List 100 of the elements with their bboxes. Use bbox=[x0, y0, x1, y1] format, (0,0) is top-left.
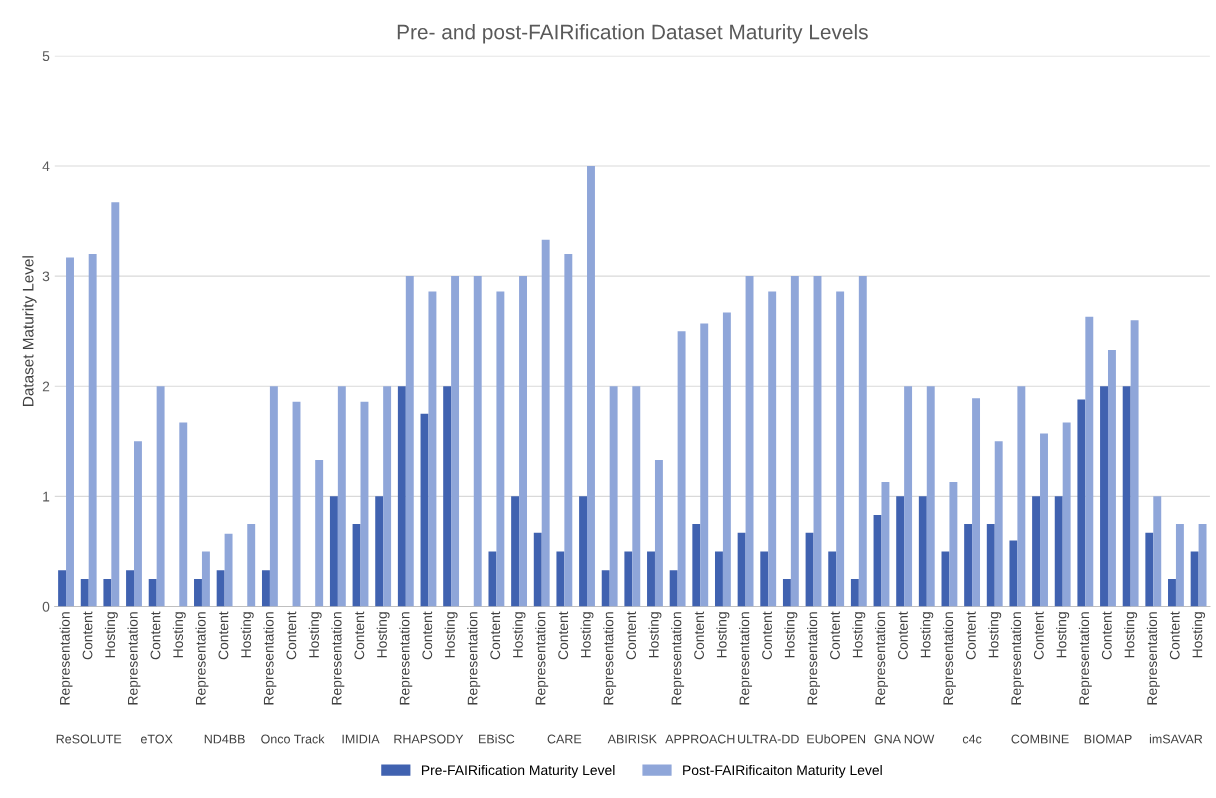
bar bbox=[134, 441, 142, 607]
bar bbox=[632, 386, 641, 607]
bar bbox=[58, 570, 67, 607]
bar bbox=[654, 460, 663, 607]
text: c4c bbox=[962, 734, 982, 744]
bar bbox=[156, 386, 165, 607]
bar bbox=[397, 386, 406, 607]
bar bbox=[1100, 386, 1108, 607]
bar bbox=[216, 570, 225, 607]
bar bbox=[1017, 386, 1026, 607]
x-tick-label: Representation bbox=[331, 612, 345, 705]
x-tick-label: Representation bbox=[739, 612, 753, 705]
x-tick-label: Representation bbox=[263, 612, 277, 705]
y-tick-label: 1 bbox=[43, 491, 50, 502]
bar bbox=[790, 276, 799, 607]
bar bbox=[986, 523, 995, 607]
bar bbox=[496, 291, 505, 607]
x-tick-label: Content bbox=[558, 611, 569, 660]
bar bbox=[926, 386, 935, 607]
bar bbox=[677, 331, 686, 607]
bar bbox=[111, 202, 120, 607]
legend-label: Pre-FAIRification Maturity Level bbox=[421, 764, 615, 778]
x-tick-label: Hosting bbox=[376, 612, 390, 658]
text: ABIRISK bbox=[607, 734, 657, 744]
y-tick-label: 0 bbox=[42, 601, 50, 612]
x-tick-label: Hosting bbox=[444, 612, 458, 658]
bar bbox=[488, 551, 497, 607]
bar bbox=[715, 551, 723, 607]
bar bbox=[1145, 532, 1154, 607]
bar bbox=[1062, 422, 1071, 607]
bar bbox=[1077, 399, 1086, 607]
bar bbox=[972, 398, 981, 607]
bar bbox=[337, 386, 346, 607]
x-tick-label: Content bbox=[82, 611, 93, 660]
x-tick-label: Representation bbox=[603, 612, 617, 705]
bar bbox=[511, 496, 520, 607]
bar bbox=[850, 578, 859, 607]
x-tick-label: Representation bbox=[942, 612, 956, 705]
bar bbox=[269, 386, 278, 607]
x-tick-label: Representation bbox=[1078, 612, 1092, 705]
text: BIOMAP bbox=[1084, 734, 1132, 744]
x-tick-label: Content bbox=[490, 611, 501, 660]
bar bbox=[126, 570, 134, 607]
bar bbox=[1040, 433, 1048, 607]
bar bbox=[519, 276, 527, 607]
bar bbox=[148, 578, 157, 607]
text: EBiSC bbox=[479, 734, 515, 744]
bar bbox=[103, 578, 112, 607]
bar bbox=[964, 523, 973, 607]
x-tick-label: Content bbox=[150, 611, 161, 660]
x-tick-label: Content bbox=[830, 611, 840, 660]
bar bbox=[896, 496, 905, 607]
bar bbox=[261, 570, 270, 607]
x-tick-label: Hosting bbox=[172, 612, 186, 658]
x-tick-label: Hosting bbox=[104, 612, 118, 658]
bar bbox=[760, 551, 769, 607]
bar bbox=[1153, 496, 1162, 607]
bar bbox=[194, 578, 202, 607]
bar bbox=[443, 386, 452, 607]
x-tick-label: Hosting bbox=[716, 612, 730, 658]
bar bbox=[904, 386, 913, 607]
x-tick-label: Hosting bbox=[1192, 612, 1206, 658]
bar bbox=[1175, 523, 1184, 607]
x-tick-label: Hosting bbox=[308, 612, 322, 658]
y-tick-label: 2 bbox=[42, 381, 50, 392]
x-tick-label: Content bbox=[1169, 611, 1180, 660]
bar bbox=[80, 578, 89, 607]
text: EUbOPEN bbox=[807, 734, 866, 744]
bar bbox=[66, 257, 74, 607]
x-tick-label: Content bbox=[965, 611, 976, 660]
bar bbox=[383, 386, 392, 607]
bar bbox=[179, 422, 188, 607]
bar bbox=[805, 532, 814, 607]
x-tick-label: Content bbox=[218, 611, 229, 660]
x-tick-label: Hosting bbox=[512, 612, 526, 658]
x-tick-label: Content bbox=[286, 611, 297, 660]
text: eTOX bbox=[140, 734, 173, 744]
chart-title: Pre- and post-FAIRification Dataset Maturity Levels bbox=[397, 24, 868, 44]
text: CARE bbox=[547, 734, 582, 744]
x-tick-label: Hosting bbox=[988, 612, 1002, 658]
x-tick-label: Hosting bbox=[648, 612, 662, 658]
y-tick-label: 5 bbox=[42, 51, 50, 62]
bar bbox=[201, 551, 210, 607]
bar bbox=[737, 532, 746, 607]
bar bbox=[428, 291, 437, 607]
x-tick-label: Representation bbox=[399, 612, 413, 705]
x-tick-label: Representation bbox=[875, 612, 888, 705]
bar bbox=[1107, 349, 1116, 607]
x-tick-label: Representation bbox=[535, 612, 549, 705]
x-tick-label: Representation bbox=[59, 612, 73, 705]
bar bbox=[375, 496, 384, 607]
x-tick-label: Representation bbox=[1146, 612, 1160, 705]
x-tick-label: Hosting bbox=[1124, 612, 1138, 658]
bar bbox=[624, 551, 633, 607]
x-tick-label: Content bbox=[762, 611, 772, 660]
bar bbox=[1054, 496, 1063, 607]
x-tick-label: Representation bbox=[1010, 612, 1024, 705]
x-tick-label: Content bbox=[354, 611, 365, 660]
bar bbox=[224, 533, 233, 607]
bar bbox=[994, 441, 1003, 607]
